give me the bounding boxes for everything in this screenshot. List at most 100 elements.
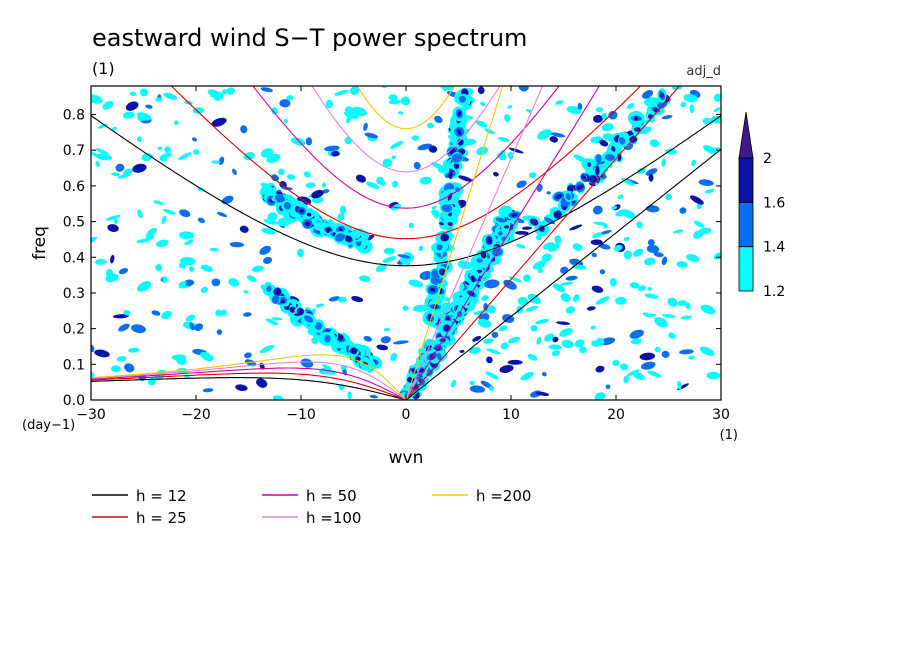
spectrum-cell [344,106,354,115]
spectrum-cell [300,358,314,368]
y-tick-label: 0.0 [63,393,85,409]
spectrum-cell [304,221,311,227]
spectrum-cell [426,122,434,129]
spectrum-cell [713,147,721,152]
spectrum-cell [592,205,603,215]
spectrum-cell [550,132,566,138]
spectrum-cell [412,304,429,312]
spectrum-cell [644,257,656,266]
legend-label: h = 50 [306,487,357,505]
spectrum-cell [511,212,518,217]
spectrum-cell [517,296,529,306]
spectrum-cell [261,227,276,235]
spectrum-cell [672,229,684,234]
spectrum-cell [123,168,133,175]
spectrum-cell [296,307,304,316]
y-tick-label: 0.8 [63,108,85,124]
legend: h = 12 h = 25 h = 50 h =100 h =200 [92,487,531,527]
spectrum-cell [567,184,575,193]
spectrum-cell [392,180,398,188]
spectrum-cell [129,91,137,97]
spectrum-cell [488,385,495,392]
spectrum-cell [105,215,121,221]
spectrum-cell [671,86,683,90]
spectrum-cell [665,193,672,201]
spectrum-cell [484,128,495,135]
spectrum-cell [636,168,646,174]
spectrum-cell [324,334,331,343]
spectrum-cell [495,217,506,223]
spectrum-cell [633,372,645,380]
spectrum-cell [591,232,603,239]
spectrum-cell [605,384,611,390]
spectrum-cell [440,233,450,242]
spectrum-cell [105,273,119,283]
spectrum-cell [560,281,574,286]
spectrum-cell [334,89,349,96]
spectrum-cell [654,317,668,328]
spectrum-cell [188,266,195,272]
spectrum-cell [131,324,146,334]
colorbar-segment [738,246,754,292]
spectrum-cell [469,380,475,386]
spectrum-cell [459,349,465,353]
spectrum-cell [639,352,656,361]
spectrum-cell [688,355,695,360]
dispersion-curve [356,86,456,130]
spectrum-cell [408,279,424,288]
spectrum-cell [331,150,340,157]
spectrum-cell [640,361,656,370]
spectrum-cell [647,239,655,246]
spectrum-cell [303,171,311,178]
legend-label: h =100 [306,509,361,527]
spectrum-cell [226,87,236,95]
spectrum-cell [661,313,676,318]
spectrum-cell [286,174,296,180]
spectrum-cell [703,145,717,154]
spectrum-cell [178,152,192,161]
spectrum-cell [626,369,640,377]
spectrum-cell [486,356,493,364]
spectrum-cell [617,194,624,200]
dispersion-curve [405,86,681,400]
spectrum-cell [136,238,151,244]
spectrum-cell [552,336,559,343]
legend-label: h = 25 [136,509,187,527]
spectrum-cell [216,329,223,335]
spectrum-cell [162,276,168,284]
dispersion-curve [91,377,407,400]
spectrum-cell [437,352,442,361]
spectrum-cell [184,239,194,246]
spectrum-cell [632,248,644,257]
spectrum-cell [546,191,551,195]
spectrum-cell [565,275,578,281]
spectrum-cell [122,111,135,119]
spectrum-cell [128,347,140,353]
x-tick-label: −20 [181,407,211,423]
spectrum-cell [599,269,606,275]
spectrum-cell [507,359,523,365]
spectrum-cell [620,177,635,186]
spectrum-cell [594,392,606,400]
spectrum-cell [635,127,640,132]
spectrum-cell [107,224,119,233]
spectrum-cell [485,371,499,380]
spectrum-cell [561,339,574,348]
spectrum-cell [123,309,131,316]
dispersion-curve [252,86,560,209]
spectrum-cell [337,212,345,221]
spectrum-cell [531,219,537,225]
spectrum-cell [629,329,644,339]
spectrum-cell [604,154,616,161]
spectrum-cell [619,363,628,371]
legend-label: h = 12 [136,487,187,505]
spectrum-cell [221,195,234,205]
spectrum-cell [193,149,200,155]
spectrum-cell [453,162,460,169]
dispersion-curve [311,86,501,173]
spectrum-cell [555,193,563,200]
spectrum-cell [324,145,340,152]
spectrum-cell [580,175,587,180]
spectrum-cell [209,247,219,252]
spectrum-cell [391,155,397,159]
